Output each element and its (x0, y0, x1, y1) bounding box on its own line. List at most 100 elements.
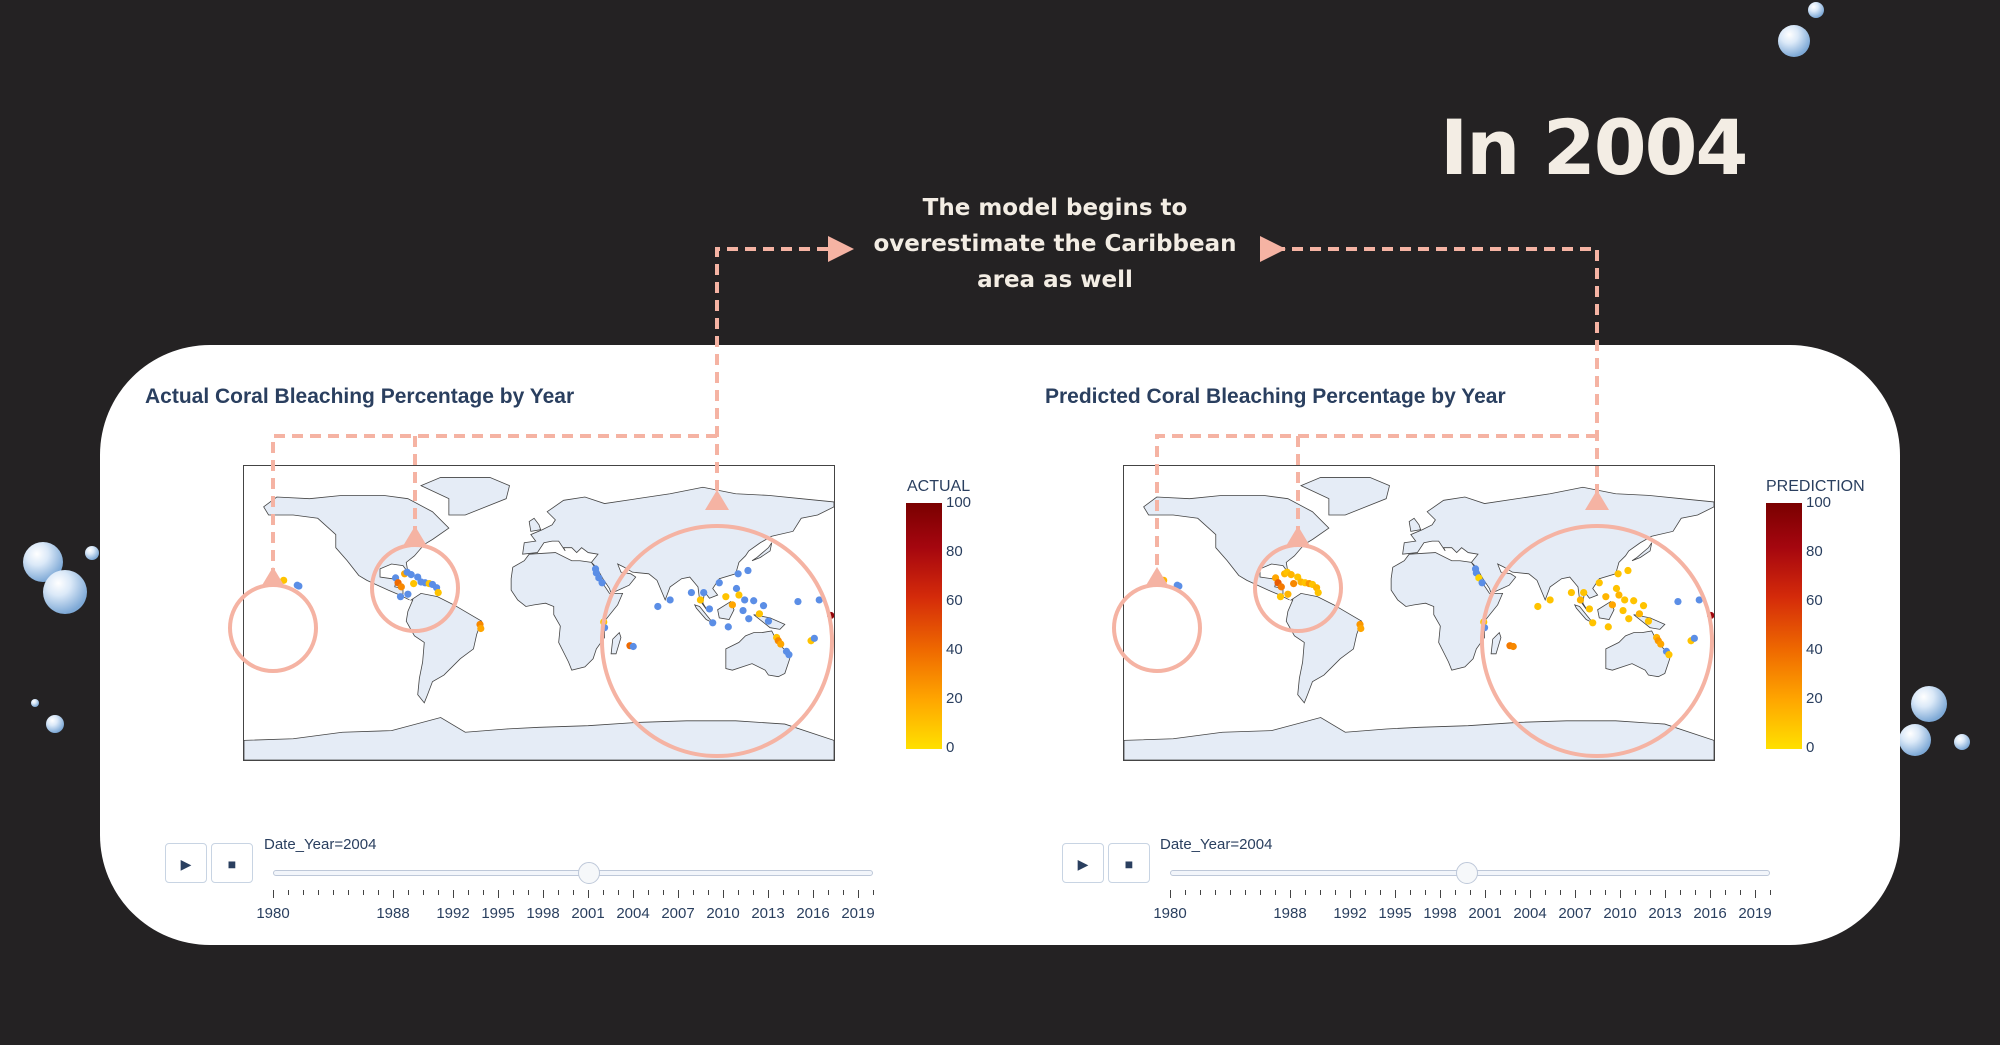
reef-point[interactable] (1635, 610, 1644, 618)
actual-map[interactable] (243, 465, 835, 761)
slider-year-label[interactable]: 2007 (1558, 905, 1592, 922)
reef-point[interactable] (1630, 597, 1638, 605)
slider-year-label[interactable]: 2019 (841, 905, 875, 922)
prediction-slider-handle[interactable] (1456, 862, 1478, 884)
reef-point[interactable] (827, 611, 834, 620)
reef-point[interactable] (1608, 601, 1616, 609)
reef-point[interactable] (1707, 611, 1714, 620)
reef-point[interactable] (1478, 579, 1486, 587)
reef-point[interactable] (1175, 582, 1183, 590)
prediction-stop-button[interactable]: ■ (1108, 843, 1150, 883)
reef-point[interactable] (1357, 624, 1365, 633)
reef-point[interactable] (764, 617, 773, 625)
reef-point[interactable] (815, 596, 823, 604)
reef-point[interactable] (1534, 602, 1542, 611)
reef-point[interactable] (750, 597, 758, 605)
slider-year-label[interactable]: 2001 (571, 905, 605, 922)
reef-point[interactable] (1690, 634, 1698, 642)
reef-point[interactable] (1674, 597, 1682, 606)
slider-year-label[interactable]: 1998 (526, 905, 560, 922)
actual-year-slider[interactable] (273, 870, 873, 876)
reef-point[interactable] (434, 588, 442, 597)
reef-point[interactable] (396, 593, 405, 601)
reef-point[interactable] (1546, 596, 1554, 604)
reef-point[interactable] (1277, 583, 1285, 591)
slider-year-label[interactable]: 2016 (1693, 905, 1727, 922)
reef-point[interactable] (709, 619, 717, 627)
reef-point[interactable] (1480, 624, 1489, 632)
slider-year-label[interactable]: 1980 (256, 905, 290, 922)
slider-year-label[interactable]: 1998 (1423, 905, 1457, 922)
slider-year-label[interactable]: 1995 (1378, 905, 1412, 922)
reef-point[interactable] (734, 570, 742, 578)
reef-point[interactable] (1621, 596, 1629, 604)
reef-point[interactable] (280, 576, 288, 584)
actual-slider-handle[interactable] (578, 862, 600, 884)
reef-point[interactable] (1604, 623, 1612, 631)
reef-point[interactable] (741, 596, 749, 604)
reef-point[interactable] (705, 605, 714, 613)
slider-year-label[interactable]: 1992 (436, 905, 470, 922)
reef-point[interactable] (654, 602, 662, 611)
reef-point[interactable] (728, 601, 736, 609)
reef-point[interactable] (1585, 605, 1594, 613)
reef-point[interactable] (598, 579, 606, 587)
reef-point[interactable] (724, 623, 732, 631)
reef-point[interactable] (715, 579, 723, 587)
reef-point[interactable] (739, 606, 747, 615)
slider-year-label[interactable]: 2007 (661, 905, 695, 922)
slider-year-label[interactable]: 1995 (481, 905, 515, 922)
reef-point[interactable] (666, 596, 674, 604)
reef-point[interactable] (1612, 584, 1621, 593)
slider-year-label[interactable]: 1992 (1333, 905, 1367, 922)
reef-point[interactable] (696, 596, 705, 604)
reef-point[interactable] (732, 584, 741, 593)
reef-point[interactable] (1284, 590, 1292, 598)
reef-point[interactable] (1276, 593, 1285, 601)
reef-point[interactable] (785, 651, 793, 659)
reef-point[interactable] (397, 583, 405, 591)
slider-year-label[interactable]: 2010 (1603, 905, 1637, 922)
reef-point[interactable] (295, 582, 303, 590)
reef-point[interactable] (1625, 615, 1633, 623)
reef-point[interactable] (1602, 593, 1610, 601)
reef-point[interactable] (744, 566, 752, 575)
reef-point[interactable] (745, 615, 753, 623)
slider-year-label[interactable]: 1980 (1153, 905, 1187, 922)
reef-point[interactable] (1624, 566, 1632, 575)
reef-point[interactable] (404, 590, 412, 598)
reef-point[interactable] (1665, 651, 1673, 659)
reef-point[interactable] (1595, 579, 1603, 587)
reef-point[interactable] (755, 610, 764, 618)
slider-year-label[interactable]: 2004 (616, 905, 650, 922)
slider-year-label[interactable]: 2013 (1648, 905, 1682, 922)
reef-point[interactable] (1614, 570, 1622, 578)
reef-point[interactable] (1576, 596, 1585, 604)
reef-point[interactable] (1287, 571, 1295, 579)
reef-point[interactable] (1509, 642, 1517, 651)
reef-point[interactable] (600, 624, 609, 632)
reef-point[interactable] (1160, 576, 1168, 584)
reef-point[interactable] (1639, 602, 1648, 610)
slider-year-label[interactable]: 1988 (376, 905, 410, 922)
reef-point[interactable] (407, 571, 415, 579)
reef-point[interactable] (1657, 640, 1665, 648)
prediction-map[interactable] (1123, 465, 1715, 761)
reef-point[interactable] (1619, 606, 1627, 615)
reef-point[interactable] (810, 634, 818, 642)
actual-play-button[interactable]: ▶ (165, 843, 207, 883)
reef-point[interactable] (735, 591, 743, 599)
reef-point[interactable] (1644, 617, 1653, 625)
reef-point[interactable] (1567, 588, 1576, 597)
slider-year-label[interactable]: 2019 (1738, 905, 1772, 922)
reef-point[interactable] (1695, 596, 1703, 604)
reef-point[interactable] (629, 642, 637, 651)
reef-point[interactable] (1589, 619, 1597, 627)
slider-year-label[interactable]: 2010 (706, 905, 740, 922)
reef-point[interactable] (410, 580, 418, 588)
reef-point[interactable] (1580, 588, 1588, 597)
slider-year-label[interactable]: 2004 (1513, 905, 1547, 922)
reef-point[interactable] (794, 597, 802, 606)
slider-year-label[interactable]: 2013 (751, 905, 785, 922)
actual-stop-button[interactable]: ■ (211, 843, 253, 883)
